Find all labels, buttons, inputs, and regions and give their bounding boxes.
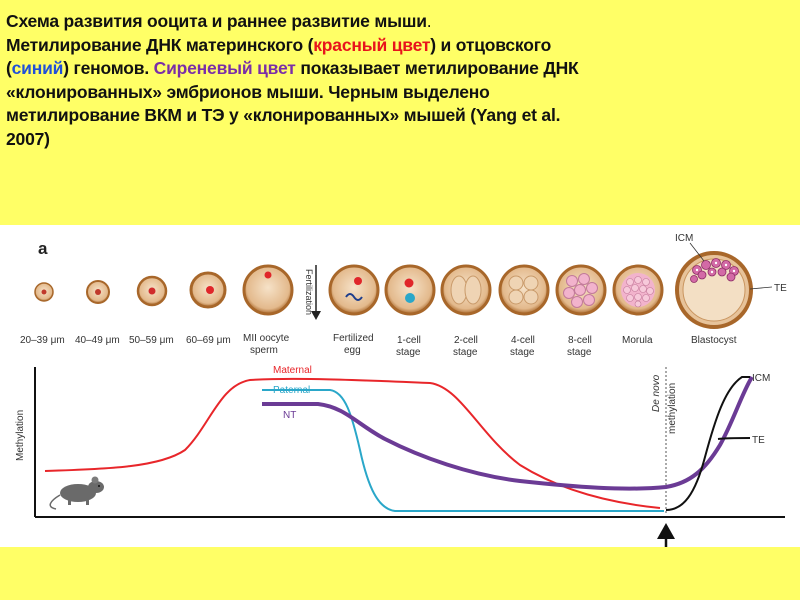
stage-label-4-cell: 4-cell (511, 335, 535, 346)
paternal-curve (262, 389, 664, 512)
nt-curve (262, 375, 754, 491)
fertilization-arrow: Fertilization (304, 265, 321, 320)
maternal-color-word: красный цвет (313, 34, 431, 55)
fertilization-label: Fertilization (304, 269, 314, 315)
four-cell-embryo (498, 264, 550, 316)
stage-label-50-59: 50–59 μm (129, 335, 174, 346)
stage-label-egg: egg (344, 345, 361, 356)
oocyte-50-59 (136, 275, 168, 307)
stage-label-2-cell: 2-cell (454, 335, 478, 346)
blastocyst (675, 251, 753, 329)
stage-label-morula: Morula (622, 335, 653, 346)
y-axis-label: Methylation (15, 410, 26, 461)
oocyte-60-69 (189, 271, 227, 309)
te-curve-label: TE (752, 435, 765, 446)
oocyte-40-49 (86, 280, 110, 304)
stage-label-60-69: 60–69 μm (186, 335, 231, 346)
caption-line-6: 2007) (6, 128, 50, 149)
maternal-curve (44, 377, 661, 509)
morula (612, 264, 664, 316)
mii-oocyte (242, 264, 294, 316)
stage-label-2-cell-stage: stage (453, 347, 478, 358)
paternal-label: Paternal (273, 385, 310, 396)
icm-label: ICM (675, 233, 693, 244)
stage-label-sperm: sperm (250, 345, 278, 356)
caption-line-5: метилирование ВКМ и ТЭ у «клонированных»… (6, 105, 561, 125)
te-label: TE (774, 283, 787, 294)
te-curve (717, 437, 751, 440)
maternal-label: Maternal (273, 365, 312, 376)
caption-line-1: Схема развития ооцита и раннее развитие … (6, 11, 432, 31)
stage-label-mii-oocyte: MII oocyte (243, 333, 290, 344)
mouse-icon (49, 476, 104, 510)
paternal-color-word: синий (11, 58, 64, 78)
fertilized-egg (328, 264, 380, 316)
caption-line-4: «клонированных» эмбрионов мыши. Черным в… (6, 81, 490, 102)
panel-label: a (38, 239, 48, 258)
methylation-diagram: a Fertilization (15, 233, 787, 547)
stage-label-4-cell-stage: stage (510, 347, 535, 358)
figure-caption: Схема развития ооцита и раннее развитие … (6, 10, 796, 151)
methylation-label: methylation (667, 383, 678, 434)
stage-label-40-49: 40–49 μm (75, 335, 120, 346)
one-cell-embryo (384, 264, 436, 316)
icm-pointer (689, 242, 705, 262)
eight-cell-embryo (555, 264, 607, 316)
nt-label: NT (283, 410, 296, 421)
de-novo-label: De novo (651, 374, 662, 412)
stage-label-blastocyst: Blastocyst (691, 335, 737, 346)
de-novo-arrow (657, 523, 675, 547)
caption-line-2: Метилирование ДНК материнского (красный … (6, 34, 552, 55)
te-pointer (749, 286, 773, 290)
oocyte-20-39 (34, 282, 54, 302)
methylation-figure: a Fertilization (0, 225, 800, 547)
stage-label-20-39: 20–39 μm (20, 335, 65, 346)
stage-label-8-cell: 8-cell (568, 335, 592, 346)
caption-line-3: (синий) геномов. Сиреневый цвет показыва… (6, 58, 579, 78)
icm-curve (665, 376, 750, 511)
stage-label-1-cell: 1-cell (397, 335, 421, 346)
stage-label-1-cell-stage: stage (396, 347, 421, 358)
stage-label-fertilized: Fertilized (333, 333, 374, 344)
icm-curve-label: ICM (752, 373, 770, 384)
stage-label-8-cell-stage: stage (567, 347, 592, 358)
nt-color-word: Сиреневый цвет (153, 58, 296, 78)
two-cell-embryo (440, 264, 492, 316)
